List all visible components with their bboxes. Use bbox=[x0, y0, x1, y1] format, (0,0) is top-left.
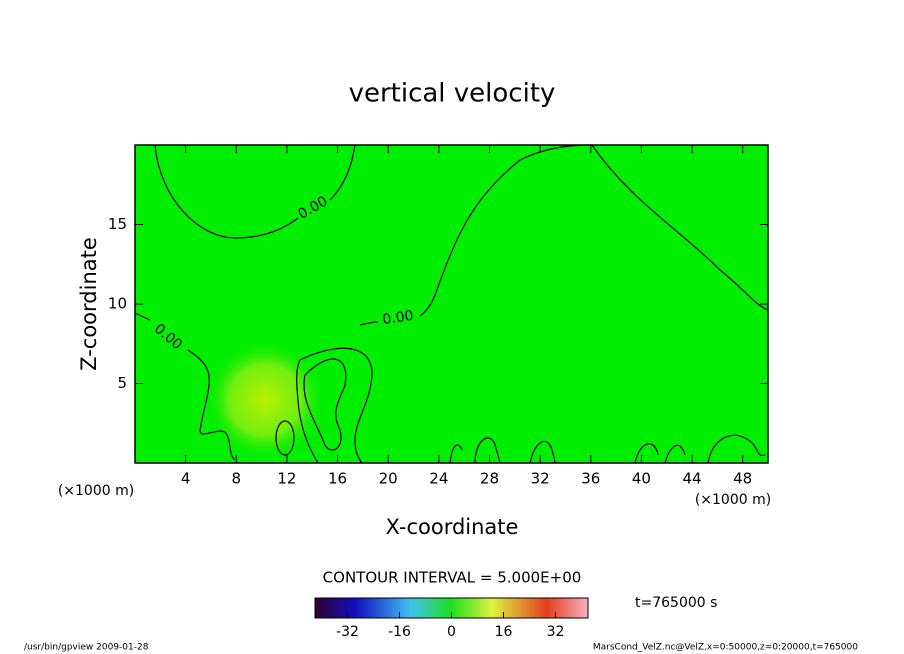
x-tick-label: 28 bbox=[480, 470, 499, 488]
colorbar-tick-label: -16 bbox=[388, 624, 411, 640]
x-tick-label: 24 bbox=[429, 470, 448, 488]
colorbar-tick-label: -32 bbox=[336, 624, 359, 640]
x-tick-label: 48 bbox=[733, 470, 752, 488]
chart-title: vertical velocity bbox=[349, 79, 556, 109]
y-axis-label: Z-coordinate bbox=[77, 237, 101, 371]
colorbar-tick-label: 0 bbox=[447, 624, 456, 640]
y-tick-label: 5 bbox=[117, 374, 127, 392]
contour-line bbox=[154, 144, 356, 239]
x-tick-label: 40 bbox=[632, 470, 651, 488]
contour-line bbox=[134, 312, 236, 461]
contours bbox=[134, 144, 769, 464]
footer-right: MarsCond_VelZ.nc@VelZ,x=0:50000,z=0:2000… bbox=[593, 643, 858, 653]
contour-line bbox=[296, 347, 373, 464]
x-unit: (×1000 m) bbox=[695, 492, 771, 508]
x-tick-label: 32 bbox=[531, 470, 550, 488]
x-axis-label: X-coordinate bbox=[386, 515, 519, 539]
x-tick-label: 4 bbox=[181, 470, 191, 488]
y-tick-label: 10 bbox=[108, 295, 127, 313]
footer-left: /usr/bin/gpview 2009-01-28 bbox=[24, 643, 149, 653]
contour-line bbox=[591, 144, 769, 311]
x-tick-label: 20 bbox=[379, 470, 398, 488]
contour-line bbox=[303, 358, 347, 451]
warm-region bbox=[205, 340, 325, 460]
time-label: t=765000 s bbox=[635, 595, 717, 611]
contour-interval: CONTOUR INTERVAL = 5.000E+00 bbox=[323, 569, 582, 587]
contour-line bbox=[275, 420, 295, 456]
contour-line bbox=[449, 434, 766, 464]
contour-label: 0.00 bbox=[381, 308, 414, 328]
x-tick-label: 12 bbox=[277, 470, 296, 488]
y-tick-label: 15 bbox=[108, 215, 127, 233]
x-tick-label: 44 bbox=[682, 470, 701, 488]
x-tick-label: 36 bbox=[581, 470, 600, 488]
colorbar-tick-label: 16 bbox=[495, 624, 513, 640]
x-tick-label: 8 bbox=[232, 470, 242, 488]
contour-line bbox=[359, 144, 593, 326]
x-tick-label: 16 bbox=[328, 470, 347, 488]
y-unit: (×1000 m) bbox=[58, 483, 134, 499]
colorbar-tick-label: 32 bbox=[547, 624, 565, 640]
